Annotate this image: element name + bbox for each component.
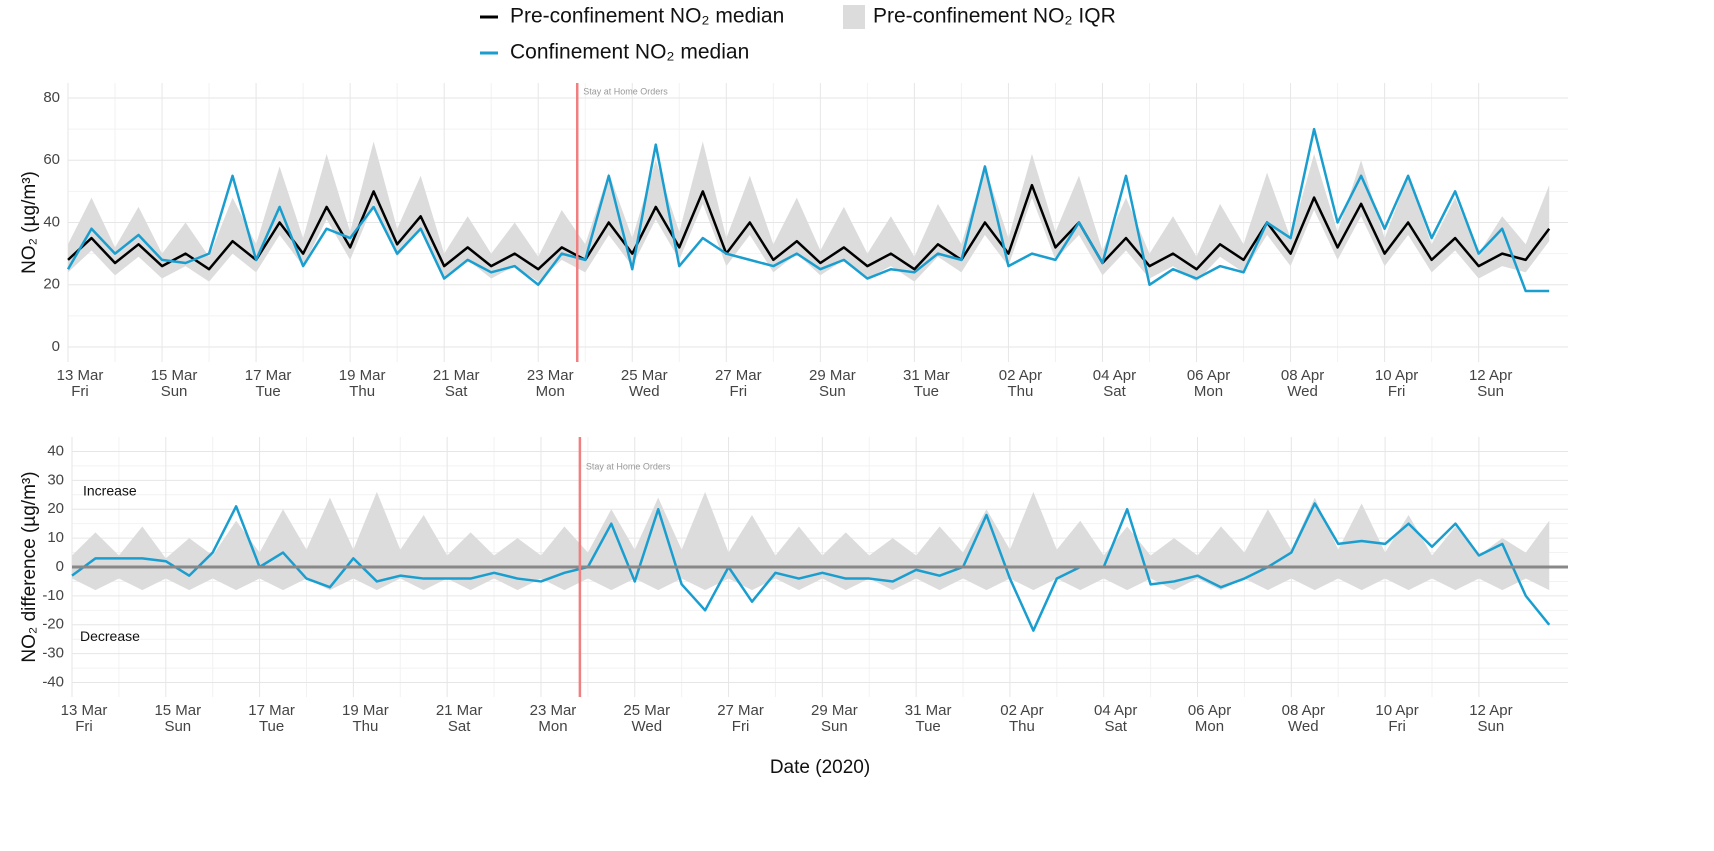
x-tick-weekday: Fri: [75, 718, 93, 735]
x-tick-weekday: Fri: [1388, 383, 1406, 400]
annotation: Decrease: [80, 628, 140, 644]
x-tick-label: 04 Apr: [1093, 367, 1136, 384]
x-tick-label: 08 Apr: [1281, 367, 1324, 384]
panel: Stay at Home Orders Increase Decrease -40 -3…: [19, 437, 1568, 778]
median-line: [66, 127, 1550, 293]
y-tick-label: -20: [42, 616, 64, 633]
x-tick-label: 13 Mar: [61, 702, 108, 719]
y-axis-title: NO₂ difference (µg/m³): [19, 471, 40, 662]
x-tick-weekday: Tue: [915, 718, 940, 735]
x-tick-label: 02 Apr: [1000, 702, 1043, 719]
x-tick-label: 25 Mar: [623, 702, 670, 719]
y-axis-title: NO₂ (µg/m³): [19, 171, 40, 274]
annotation: Increase: [83, 482, 137, 498]
median-line: [71, 502, 1551, 632]
x-tick-weekday: Sun: [1477, 383, 1504, 400]
x-tick-label: 29 Mar: [809, 367, 856, 384]
median-line: [67, 183, 1551, 271]
x-tick-weekday: Sun: [1478, 718, 1505, 735]
x-tick-label: 21 Mar: [433, 367, 480, 384]
x-tick-label: 29 Mar: [811, 702, 858, 719]
x-tick-weekday: Mon: [536, 383, 565, 400]
x-tick-label: 27 Mar: [717, 702, 764, 719]
x-tick-label: 21 Mar: [436, 702, 483, 719]
y-tick-label: 10: [47, 529, 64, 546]
x-tick-label: 15 Mar: [154, 702, 201, 719]
x-tick-label: 19 Mar: [339, 367, 386, 384]
x-tick-weekday: Wed: [1287, 383, 1318, 400]
x-tick-label: 10 Apr: [1375, 367, 1418, 384]
x-tick-label: 13 Mar: [57, 367, 104, 384]
legend-label: Confinement NO₂ median: [510, 41, 749, 64]
x-tick-weekday: Fri: [730, 383, 748, 400]
x-tick-label: 25 Mar: [621, 367, 668, 384]
x-tick-weekday: Wed: [631, 718, 662, 735]
x-tick-label: 17 Mar: [248, 702, 295, 719]
y-tick-label: -10: [42, 587, 64, 604]
legend: Pre-confinement NO₂ IQR Pre-confinement N…: [480, 5, 1116, 64]
x-tick-weekday: Sun: [821, 718, 848, 735]
x-tick-weekday: Wed: [1288, 718, 1319, 735]
y-tick-label: 20: [43, 276, 60, 293]
x-tick-weekday: Sat: [445, 383, 468, 400]
x-tick-weekday: Sun: [161, 383, 188, 400]
annotation: Stay at Home Orders: [586, 461, 671, 471]
x-tick-weekday: Sun: [164, 718, 191, 735]
x-tick-weekday: Sat: [1103, 383, 1126, 400]
x-tick-label: 06 Apr: [1187, 367, 1230, 384]
legend-label: Pre-confinement NO₂ IQR: [873, 5, 1116, 28]
y-tick-label: 40: [47, 442, 64, 459]
x-tick-weekday: Tue: [259, 718, 284, 735]
x-tick-weekday: Fri: [1388, 718, 1406, 735]
x-tick-label: 12 Apr: [1469, 367, 1512, 384]
x-tick-label: 23 Mar: [530, 702, 577, 719]
y-tick-label: 0: [56, 558, 64, 575]
y-tick-label: 60: [43, 151, 60, 168]
x-tick-weekday: Sun: [819, 383, 846, 400]
x-tick-label: 02 Apr: [999, 367, 1042, 384]
y-tick-label: -30: [42, 645, 64, 662]
x-tick-weekday: Tue: [914, 383, 939, 400]
x-tick-label: 15 Mar: [151, 367, 198, 384]
x-tick-label: 31 Mar: [903, 367, 950, 384]
y-tick-label: 30: [47, 471, 64, 488]
x-tick-weekday: Fri: [732, 718, 750, 735]
x-tick-weekday: Sat: [448, 718, 471, 735]
y-tick-label: 40: [43, 213, 60, 230]
x-tick-weekday: Thu: [1009, 718, 1035, 735]
x-tick-weekday: Tue: [255, 383, 280, 400]
legend-label: Pre-confinement NO₂ median: [510, 5, 784, 28]
x-axis-title: Date (2020): [770, 757, 870, 778]
x-tick-label: 04 Apr: [1094, 702, 1137, 719]
x-tick-weekday: Thu: [352, 718, 378, 735]
x-tick-label: 12 Apr: [1469, 702, 1512, 719]
x-tick-weekday: Mon: [1195, 718, 1224, 735]
x-tick-label: 10 Apr: [1375, 702, 1418, 719]
x-tick-label: 23 Mar: [527, 367, 574, 384]
y-tick-label: 20: [47, 500, 64, 517]
x-tick-label: 08 Apr: [1282, 702, 1325, 719]
x-tick-label: 17 Mar: [245, 367, 292, 384]
annotation: Stay at Home Orders: [583, 86, 668, 96]
x-tick-label: 31 Mar: [905, 702, 952, 719]
x-tick-label: 27 Mar: [715, 367, 762, 384]
x-tick-label: 06 Apr: [1188, 702, 1231, 719]
x-tick-weekday: Thu: [349, 383, 375, 400]
legend-swatch: [843, 5, 865, 29]
x-tick-weekday: Sat: [1104, 718, 1127, 735]
x-tick-weekday: Wed: [629, 383, 660, 400]
y-tick-label: 80: [43, 89, 60, 106]
x-tick-weekday: Fri: [71, 383, 89, 400]
x-tick-weekday: Thu: [1008, 383, 1034, 400]
iqr-band: [68, 141, 1550, 282]
x-tick-weekday: Mon: [1194, 383, 1223, 400]
x-tick-label: 19 Mar: [342, 702, 389, 719]
x-tick-weekday: Mon: [538, 718, 567, 735]
y-tick-label: -40: [42, 674, 64, 691]
y-tick-label: 0: [52, 338, 60, 355]
